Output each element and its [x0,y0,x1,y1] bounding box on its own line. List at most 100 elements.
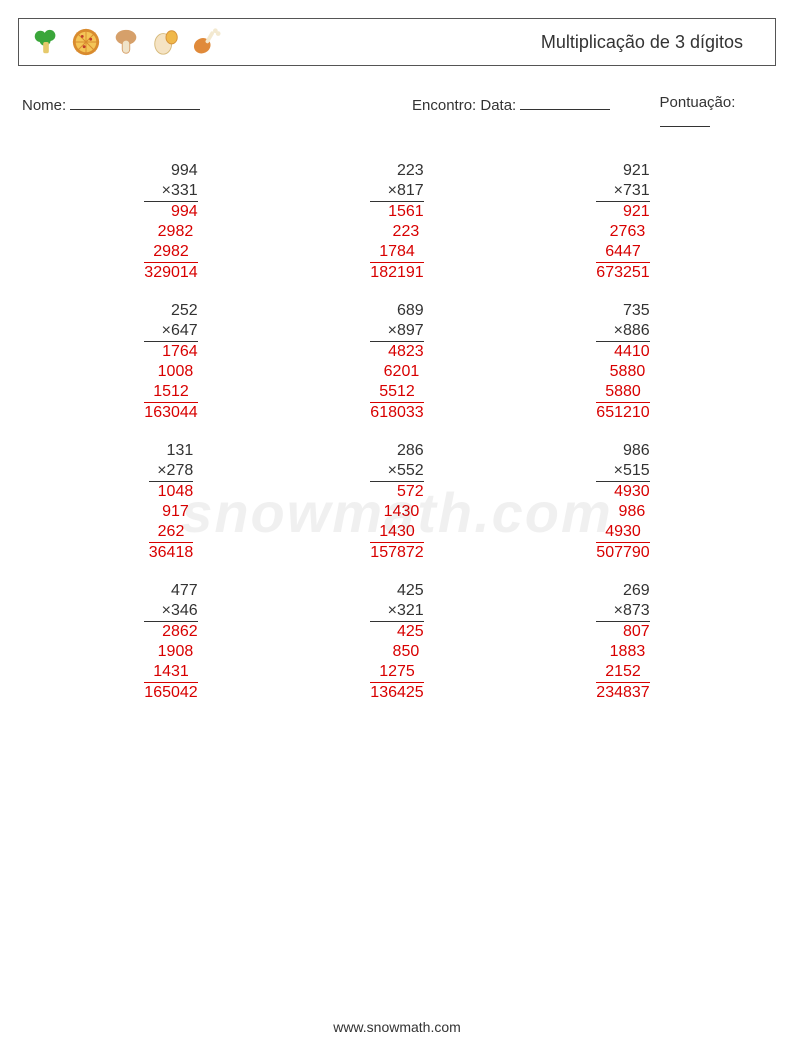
pizza-icon [71,27,101,57]
header: Multiplicação de 3 dígitos [18,18,776,66]
partial-2: 2763 [596,222,649,242]
multiplicand: 131 [149,441,194,461]
partial-1: 921 [596,202,649,222]
partial-2: 2982 [144,222,197,242]
broccoli-icon [31,27,61,57]
problem: 986 ×515 4930 986 4930 507790 [530,441,716,563]
result: 618033 [370,403,423,423]
partial-1: 425 [370,622,423,642]
partial-3: 6447 [596,242,649,263]
problem: 286 ×552 572 1430 1430 157872 [304,441,490,563]
multiplicand: 477 [144,581,197,601]
result: 157872 [370,543,423,563]
footer: www.snowmath.com [0,1019,794,1035]
partial-2: 223 [370,222,423,242]
multiplier: ×731 [596,181,649,202]
multiplicand: 994 [144,161,197,181]
partial-3: 1275 [370,662,423,683]
multiplicand: 223 [370,161,423,181]
partial-1: 1048 [149,482,194,502]
icon-row [31,27,221,57]
partial-1: 4823 [370,342,423,362]
multiplicand: 735 [596,301,649,321]
partial-3: 5880 [596,382,649,403]
score-blank[interactable] [660,111,710,127]
worksheet-page: Multiplicação de 3 dígitos Nome: Encontr… [0,0,794,1053]
page-title: Multiplicação de 3 dígitos [541,32,763,53]
multiplier: ×515 [596,461,649,482]
partial-3: 1784 [370,242,423,263]
score-label: Pontuação: [660,94,736,111]
problem: 921 ×731 921 2763 6447 673251 [530,161,716,283]
partial-2: 986 [596,502,649,522]
problem: 269 ×873 807 1883 2152 234837 [530,581,716,703]
partial-2: 850 [370,642,423,662]
multiplier: ×817 [370,181,423,202]
problem: 994 ×331 994 2982 2982 329014 [78,161,264,283]
multiplicand: 425 [370,581,423,601]
problem: 477 ×346 2862 1908 1431 165042 [78,581,264,703]
egg-icon [151,27,181,57]
multiplicand: 921 [596,161,649,181]
result: 136425 [370,683,423,703]
partial-3: 4930 [596,522,649,543]
partial-2: 5880 [596,362,649,382]
result: 182191 [370,263,423,283]
problem: 223 ×817 1561 223 1784 182191 [304,161,490,283]
result: 651210 [596,403,649,423]
multiplier: ×873 [596,601,649,622]
partial-3: 1431 [144,662,197,683]
partial-3: 1512 [144,382,197,403]
partial-3: 2152 [596,662,649,683]
partial-2: 1430 [370,502,423,522]
result: 234837 [596,683,649,703]
partial-3: 262 [149,522,194,543]
partial-2: 6201 [370,362,423,382]
multiplier: ×346 [144,601,197,622]
info-row: Nome: Encontro: Data: Pontuação: [18,94,776,131]
problem: 252 ×647 1764 1008 1512 163044 [78,301,264,423]
multiplicand: 252 [144,301,197,321]
partial-1: 4410 [596,342,649,362]
date-label: Encontro: Data: [412,97,516,114]
multiplier: ×331 [144,181,197,202]
result: 36418 [149,543,194,563]
partial-3: 1430 [370,522,423,543]
partial-1: 1561 [370,202,423,222]
problem: 131 ×278 1048 917 262 36418 [78,441,264,563]
partial-3: 2982 [144,242,197,263]
problem: 735 ×886 4410 5880 5880 651210 [530,301,716,423]
problems-grid: 994 ×331 994 2982 2982 329014 223 ×817 1… [18,161,776,703]
name-blank[interactable] [70,94,200,110]
result: 507790 [596,543,649,563]
multiplier: ×886 [596,321,649,342]
multiplicand: 269 [596,581,649,601]
partial-1: 807 [596,622,649,642]
partial-1: 2862 [144,622,197,642]
multiplier: ×278 [149,461,194,482]
multiplicand: 986 [596,441,649,461]
partial-2: 1008 [144,362,197,382]
drumstick-icon [191,27,221,57]
partial-2: 1883 [596,642,649,662]
partial-1: 572 [370,482,423,502]
multiplier: ×552 [370,461,423,482]
result: 165042 [144,683,197,703]
result: 329014 [144,263,197,283]
multiplicand: 286 [370,441,423,461]
partial-3: 5512 [370,382,423,403]
multiplicand: 689 [370,301,423,321]
name-label: Nome: [22,97,66,114]
multiplier: ×321 [370,601,423,622]
multiplier: ×897 [370,321,423,342]
problem: 425 ×321 425 850 1275 136425 [304,581,490,703]
result: 163044 [144,403,197,423]
date-blank[interactable] [520,94,610,110]
partial-2: 917 [149,502,194,522]
partial-1: 4930 [596,482,649,502]
result: 673251 [596,263,649,283]
mushroom-icon [111,27,141,57]
partial-2: 1908 [144,642,197,662]
partial-1: 994 [144,202,197,222]
problem: 689 ×897 4823 6201 5512 618033 [304,301,490,423]
